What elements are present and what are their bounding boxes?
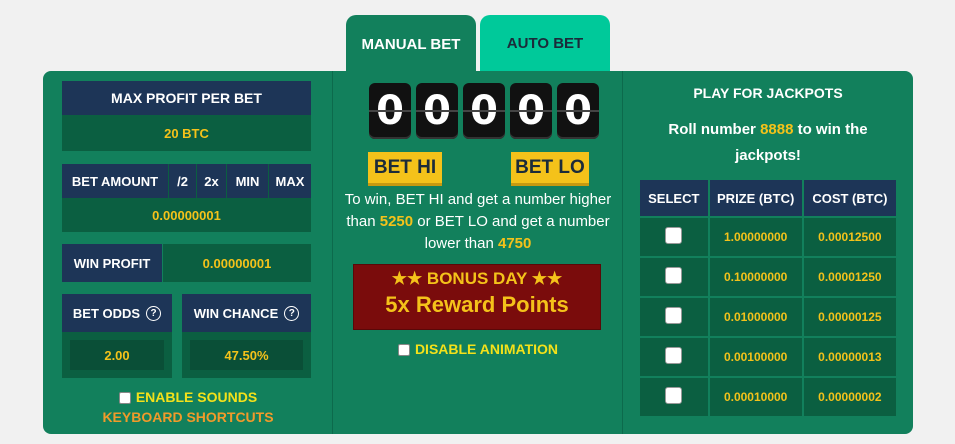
prize-header: PRIZE (BTC) bbox=[707, 178, 804, 218]
info-text: or BET LO and get a number lower than bbox=[417, 213, 610, 252]
table-row: 0.00010000 0.00000002 bbox=[638, 376, 899, 418]
bet-odds-text: BET ODDS bbox=[72, 305, 141, 321]
win-chance-text: WIN CHANCE bbox=[193, 305, 279, 321]
bonus-title: BONUS DAY bbox=[426, 269, 528, 288]
roll-digit: 0 bbox=[463, 83, 505, 139]
bet-amount-label: BET AMOUNT bbox=[62, 164, 168, 198]
select-cell bbox=[638, 376, 710, 418]
help-icon[interactable]: ? bbox=[284, 305, 300, 321]
star-icon: ★★ bbox=[391, 269, 423, 288]
star-icon: ★★ bbox=[531, 269, 563, 288]
prize-cell: 1.00000000 bbox=[707, 216, 804, 258]
keyboard-shortcuts-link[interactable]: KEYBOARD SHORTCUTS bbox=[102, 409, 274, 425]
prize-cell: 0.00100000 bbox=[707, 336, 804, 378]
roll-digit: 0 bbox=[416, 83, 458, 139]
jackpot-checkbox[interactable] bbox=[665, 267, 683, 284]
tab-auto-bet[interactable]: AUTO BET bbox=[480, 15, 610, 71]
jackpot-checkbox[interactable] bbox=[665, 227, 683, 244]
bet-odds-field-wrap: 2.00 bbox=[62, 332, 172, 378]
select-cell bbox=[638, 336, 710, 378]
jackpot-checkbox[interactable] bbox=[665, 307, 683, 324]
hi-threshold: 5250 bbox=[379, 213, 414, 230]
table-row: 1.00000000 0.00012500 bbox=[638, 216, 899, 258]
jackpot-description: Roll number 8888 to win the jackpots! bbox=[643, 117, 893, 169]
win-chance-field-wrap: 47.50% bbox=[182, 332, 311, 378]
bet-amount-input[interactable]: 0.00000001 bbox=[62, 198, 311, 232]
max-bet-button[interactable]: MAX bbox=[268, 164, 311, 198]
table-row: 0.00100000 0.00000013 bbox=[638, 336, 899, 378]
table-row: 0.01000000 0.00000125 bbox=[638, 296, 899, 338]
select-cell bbox=[638, 216, 710, 258]
jackpot-number: 8888 bbox=[760, 121, 794, 138]
enable-sounds-checkbox[interactable] bbox=[118, 392, 131, 405]
roll-digit: 0 bbox=[557, 83, 599, 139]
jackpot-desc-text: to win the jackpots! bbox=[735, 121, 868, 164]
prize-cell: 0.00010000 bbox=[707, 376, 804, 418]
jackpot-table: SELECT PRIZE (BTC) COST (BTC) 1.00000000… bbox=[638, 178, 899, 418]
bet-lo-button[interactable]: BET LO bbox=[511, 152, 589, 186]
bet-hi-button[interactable]: BET HI bbox=[368, 152, 442, 186]
jackpot-checkbox[interactable] bbox=[665, 387, 683, 404]
jackpot-header-row: SELECT PRIZE (BTC) COST (BTC) bbox=[638, 178, 899, 218]
cost-cell: 0.00000002 bbox=[801, 376, 899, 418]
jackpot-column: PLAY FOR JACKPOTS Roll number 8888 to wi… bbox=[623, 71, 913, 434]
prize-cell: 0.10000000 bbox=[707, 256, 804, 298]
select-cell bbox=[638, 256, 710, 298]
disable-animation-label[interactable]: DISABLE ANIMATION bbox=[414, 341, 559, 357]
disable-animation-checkbox[interactable] bbox=[397, 344, 410, 357]
win-chance-label: WIN CHANCE ? bbox=[182, 294, 311, 332]
max-profit-label: MAX PROFIT PER BET bbox=[62, 81, 311, 115]
bonus-title-row: ★★ BONUS DAY ★★ bbox=[354, 269, 600, 289]
min-bet-button[interactable]: MIN bbox=[226, 164, 268, 198]
jackpot-desc-text: Roll number bbox=[668, 121, 756, 138]
cost-cell: 0.00012500 bbox=[801, 216, 899, 258]
enable-sounds-label[interactable]: ENABLE SOUNDS bbox=[135, 389, 258, 405]
win-instructions: To win, BET HI and get a number higher t… bbox=[333, 189, 623, 255]
bet-panel: MAX PROFIT PER BET 20 BTC BET AMOUNT /2 … bbox=[43, 71, 913, 434]
bet-settings-column: MAX PROFIT PER BET 20 BTC BET AMOUNT /2 … bbox=[43, 71, 333, 434]
jackpot-checkbox[interactable] bbox=[665, 347, 683, 364]
bet-odds-label: BET ODDS ? bbox=[62, 294, 172, 332]
roll-digit: 0 bbox=[369, 83, 411, 139]
max-profit-value: 20 BTC bbox=[62, 115, 311, 151]
info-text: To win, BET HI and get a number higher t… bbox=[344, 191, 612, 230]
select-header: SELECT bbox=[638, 178, 710, 218]
table-row: 0.10000000 0.00001250 bbox=[638, 256, 899, 298]
lo-threshold: 4750 bbox=[498, 235, 532, 252]
cost-header: COST (BTC) bbox=[801, 178, 899, 218]
double-bet-button[interactable]: 2x bbox=[196, 164, 226, 198]
cost-cell: 0.00000125 bbox=[801, 296, 899, 338]
disable-animation-row: DISABLE ANIMATION bbox=[333, 341, 623, 357]
roll-digit: 0 bbox=[510, 83, 552, 139]
cost-cell: 0.00000013 bbox=[801, 336, 899, 378]
select-cell bbox=[638, 296, 710, 338]
bonus-day-banner: ★★ BONUS DAY ★★ 5x Reward Points bbox=[353, 264, 601, 330]
prize-cell: 0.01000000 bbox=[707, 296, 804, 338]
bonus-reward: 5x Reward Points bbox=[385, 292, 569, 317]
roll-column: 0 0 0 0 0 BET HI BET LO To win, BET HI a… bbox=[333, 71, 623, 434]
win-profit-label: WIN PROFIT bbox=[62, 244, 162, 282]
bet-odds-input[interactable]: 2.00 bbox=[70, 340, 164, 370]
win-profit-value: 0.00000001 bbox=[163, 244, 311, 282]
half-bet-button[interactable]: /2 bbox=[168, 164, 196, 198]
help-icon[interactable]: ? bbox=[146, 305, 162, 321]
jackpot-title: PLAY FOR JACKPOTS bbox=[693, 85, 843, 101]
enable-sounds-row: ENABLE SOUNDS bbox=[43, 389, 333, 405]
tab-manual-bet[interactable]: MANUAL BET bbox=[346, 15, 476, 73]
cost-cell: 0.00001250 bbox=[801, 256, 899, 298]
win-chance-input[interactable]: 47.50% bbox=[190, 340, 303, 370]
